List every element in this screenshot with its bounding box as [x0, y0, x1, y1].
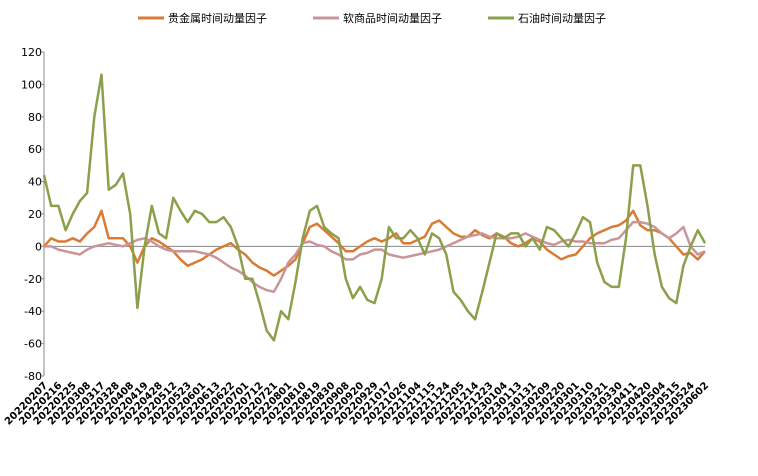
y-tick-label: 0 — [35, 240, 42, 253]
series-line — [43, 209, 706, 277]
y-tick-label: -60 — [24, 338, 42, 351]
y-tick-label: -20 — [24, 273, 42, 286]
legend-label: 贵金属时间动量因子 — [168, 11, 267, 25]
y-tick-label: 60 — [28, 143, 42, 156]
y-tick-label: 40 — [28, 176, 42, 189]
series-line — [42, 73, 707, 342]
y-tick-label: 120 — [21, 46, 42, 59]
legend-label: 石油时间动量因子 — [518, 11, 606, 25]
legend-label: 软商品时间动量因子 — [343, 11, 442, 25]
y-tick-label: -80 — [24, 370, 42, 383]
y-tick-label: -40 — [24, 305, 42, 318]
y-tick-label: 100 — [21, 78, 42, 91]
y-tick-label: 20 — [28, 208, 42, 221]
y-tick-label: 80 — [28, 111, 42, 124]
